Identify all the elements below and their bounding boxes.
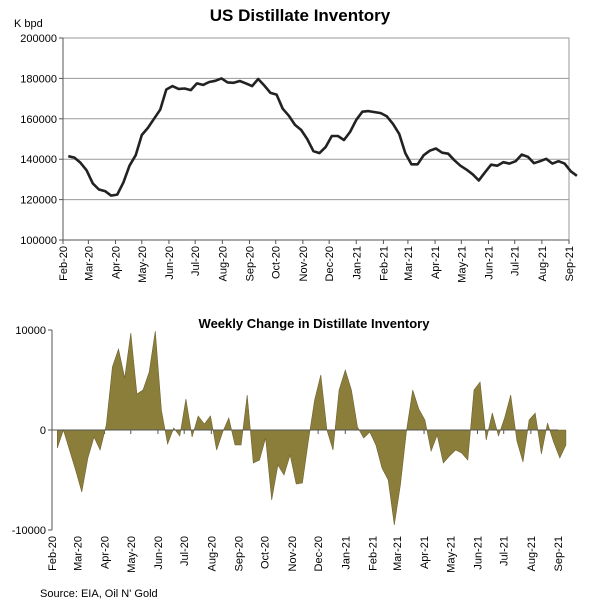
weekly-change-x-tick-label: May-21 [445,536,457,573]
inventory-x-tick-label: Jan-21 [351,246,363,280]
inventory-y-tick-label: 120000 [20,195,57,207]
source-note: Source: EIA, Oil N' Gold [40,588,158,600]
weekly-change-x-tick-label: Jan-21 [340,536,352,570]
weekly-change-x-tick-label: Jul-21 [499,536,511,566]
inventory-y-tick-label: 200000 [20,33,57,45]
inventory-x-tick-label: Apr-20 [111,246,123,279]
weekly-change-x-tick-label: Aug-20 [206,536,218,571]
inventory-x-tick-label: Mar-20 [83,246,95,281]
inventory-chart-title: US Distillate Inventory [0,6,600,26]
inventory-x-tick-label: Jun-20 [164,246,176,280]
inventory-x-tick-label: May-21 [456,246,468,283]
inventory-x-tick-label: Mar-21 [403,246,415,281]
inventory-x-tick-label: Feb-21 [378,246,390,281]
inventory-x-tick-label: Oct-20 [271,246,283,279]
weekly-change-x-tick-label: Dec-20 [313,536,325,571]
weekly-change-x-tick-label: Mar-21 [392,536,404,571]
weekly-change-x-tick-label: Feb-20 [47,536,59,571]
inventory-x-tick-label: Apr-21 [430,246,442,279]
inventory-x-tick-label: Jun-21 [483,246,495,280]
weekly-change-series-area [57,331,566,525]
weekly-change-x-tick-label: Jun-21 [472,536,484,570]
inventory-x-tick-label: Jul-20 [190,246,202,276]
weekly-change-x-tick-label: Sep-21 [553,536,565,571]
inventory-plot-area: 100000 120000 140000 160000 180000 200000 Feb-… [20,33,577,283]
inventory-y-axis-unit: K bpd [14,18,43,30]
weekly-change-y-tick-label: -10000 [12,525,46,537]
inventory-y-tick-label: 160000 [20,114,57,126]
inventory-y-tick-label: 180000 [20,73,57,85]
weekly-change-x-tick-label: Sep-20 [233,536,245,571]
inventory-plot-frame [63,38,569,240]
inventory-x-tick-label: Aug-21 [537,246,549,281]
weekly-change-x-tick-label: Nov-20 [287,536,299,571]
inventory-y-tick-label: 100000 [20,235,57,247]
inventory-x-tick-label: May-20 [137,246,149,283]
weekly-change-x-tick-label: Feb-21 [367,536,379,571]
weekly-change-x-tick-label: Jun-20 [153,536,165,570]
weekly-change-x-tick-label: May-20 [126,536,138,573]
weekly-change-chart-title: Weekly Change in Distillate Inventory [0,316,600,331]
inventory-x-tick-label: Aug-20 [217,246,229,281]
inventory-x-tick-label: Jul-21 [510,246,522,276]
weekly-change-x-tick-label: Apr-20 [100,536,112,569]
inventory-x-tick-label: Sep-20 [244,246,256,281]
weekly-change-y-tick-label: 0 [40,425,46,437]
inventory-x-tick-label: Nov-20 [298,246,310,281]
weekly-change-x-tick-label: Oct-20 [260,536,272,569]
inventory-series-line [68,78,577,195]
inventory-x-tick-label: Sep-21 [564,246,576,281]
weekly-change-x-tick-label: Mar-20 [72,536,84,571]
weekly-change-x-tick-label: Apr-21 [419,536,431,569]
inventory-x-tick-label: Feb-20 [58,246,70,281]
weekly-change-x-tick-label: Aug-21 [526,536,538,571]
inventory-y-tick-label: 140000 [20,154,57,166]
inventory-x-tick-label: Dec-20 [324,246,336,281]
weekly-change-x-tick-label: Jul-20 [179,536,191,566]
